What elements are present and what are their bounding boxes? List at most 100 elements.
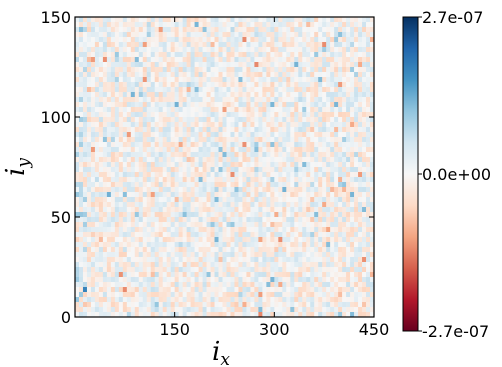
heatmap-cell: [190, 202, 195, 208]
heatmap-cell: [342, 257, 347, 263]
heatmap-cell: [178, 162, 183, 168]
heatmap-cell: [282, 297, 287, 303]
heatmap-cell: [98, 97, 104, 103]
heatmap-cell: [182, 267, 187, 273]
heatmap-cell: [262, 242, 267, 248]
heatmap-cell: [162, 242, 167, 248]
heatmap-cell: [222, 42, 227, 48]
heatmap-cell: [82, 122, 88, 128]
heatmap-cell: [102, 232, 108, 238]
heatmap-cell: [150, 217, 156, 223]
heatmap-cell: [370, 142, 374, 148]
heatmap-cell: [262, 262, 267, 268]
heatmap-cell: [194, 62, 199, 68]
heatmap-cell: [158, 87, 164, 93]
heatmap-cell: [274, 262, 279, 268]
heatmap-cell: [294, 32, 299, 38]
heatmap-cell: [126, 152, 132, 158]
heatmap-cell: [370, 92, 374, 98]
heatmap-cell: [314, 82, 319, 88]
heatmap-cell: [178, 142, 183, 148]
heatmap-cell: [326, 52, 331, 58]
heatmap-cell: [198, 117, 203, 123]
heatmap-cell: [78, 87, 84, 93]
heatmap-cell: [198, 162, 203, 168]
heatmap-cell: [314, 202, 319, 208]
heatmap-cell: [102, 177, 108, 183]
heatmap-cell: [134, 192, 140, 198]
heatmap-cell: [78, 292, 84, 298]
heatmap-cell: [234, 127, 239, 133]
heatmap-cell: [274, 237, 279, 243]
heatmap-cell: [110, 57, 116, 63]
heatmap-cell: [258, 312, 263, 317]
heatmap-cell: [298, 137, 303, 143]
heatmap-cell: [122, 262, 128, 268]
heatmap-cell: [150, 112, 156, 118]
heatmap-cell: [306, 137, 311, 143]
heatmap-cell: [310, 277, 315, 283]
heatmap-cell: [86, 57, 92, 63]
heatmap-cell: [318, 162, 323, 168]
heatmap-cell: [298, 112, 303, 118]
heatmap-cell: [354, 157, 359, 163]
heatmap-cell: [94, 217, 100, 223]
heatmap-cell: [158, 42, 164, 48]
heatmap-cell: [354, 27, 359, 33]
heatmap-cell: [194, 302, 199, 308]
heatmap-cell: [210, 57, 215, 63]
heatmap-cell: [366, 262, 371, 268]
heatmap-cell: [338, 312, 343, 317]
y-tick-label: 50: [51, 208, 71, 227]
heatmap-cell: [158, 27, 164, 33]
heatmap-cell: [150, 152, 156, 158]
heatmap-cell: [342, 67, 347, 73]
heatmap-cell: [86, 222, 92, 228]
heatmap-cell: [150, 267, 156, 273]
heatmap-cell: [130, 22, 136, 28]
heatmap-cell: [162, 52, 167, 58]
heatmap-cell: [90, 217, 96, 223]
heatmap-cell: [278, 307, 283, 313]
heatmap-cell: [334, 47, 339, 53]
heatmap-cell: [130, 97, 136, 103]
heatmap-cell: [202, 127, 207, 133]
heatmap-cell: [226, 157, 231, 163]
heatmap-cell: [194, 32, 199, 38]
heatmap-cell: [162, 142, 167, 148]
heatmap-cell: [178, 132, 183, 138]
heatmap-cell: [298, 207, 303, 213]
heatmap-cell: [274, 282, 279, 288]
heatmap-cell: [370, 207, 374, 213]
heatmap-cell: [82, 272, 88, 278]
heatmap-cell: [78, 17, 84, 23]
heatmap-cell: [86, 87, 92, 93]
heatmap-cell: [314, 212, 319, 218]
heatmap-cell: [370, 37, 374, 43]
heatmap-cell: [130, 247, 136, 253]
heatmap-cell: [122, 217, 128, 223]
heatmap-cell: [346, 282, 351, 288]
heatmap-cell: [266, 102, 271, 108]
heatmap-cell: [266, 182, 271, 188]
heatmap-cell: [214, 117, 219, 123]
heatmap-cell: [138, 27, 144, 33]
heatmap-cell: [290, 82, 295, 88]
heatmap-cell: [354, 127, 359, 133]
heatmap-cell: [86, 152, 92, 158]
heatmap-cell: [298, 247, 303, 253]
heatmap-cell: [162, 57, 167, 63]
heatmap-cell: [226, 102, 231, 108]
heatmap-cell: [302, 32, 307, 38]
heatmap-cell: [350, 182, 355, 188]
heatmap-cell: [342, 27, 347, 33]
heatmap-cell: [110, 17, 116, 23]
heatmap-cell: [314, 312, 319, 317]
heatmap-cell: [206, 152, 211, 158]
heatmap-cell: [222, 112, 227, 118]
heatmap-cell: [198, 52, 203, 58]
heatmap-cell: [326, 27, 331, 33]
heatmap-cell: [294, 102, 299, 108]
heatmap-cell: [290, 267, 295, 273]
heatmap-cell: [282, 217, 287, 223]
